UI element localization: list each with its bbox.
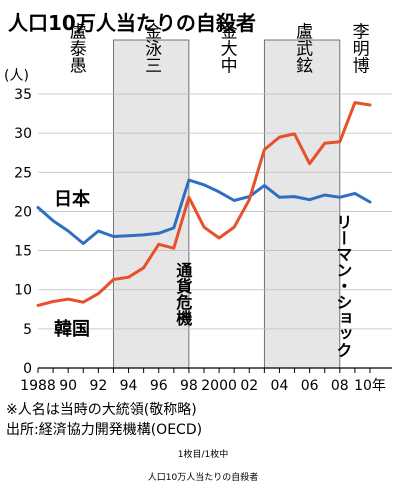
series-label-korea: 韓国 — [54, 318, 90, 340]
series-label-japan: 日本 — [54, 188, 90, 210]
korea-line — [36, 101, 372, 307]
y-tick-label: 20 — [14, 204, 32, 220]
y-tick-label: 30 — [14, 126, 32, 142]
x-tick-label: 94 — [120, 378, 138, 394]
annotation-currency-crisis: 通貨危機 — [173, 262, 192, 327]
x-tick-label: 1988 — [20, 378, 56, 394]
president-band — [263, 39, 341, 369]
x-tick-label: 2000 — [201, 378, 237, 394]
president-name: 李明博 — [349, 22, 370, 73]
x-tick-label: 98 — [180, 378, 198, 394]
x-tick-label: 96 — [150, 378, 168, 394]
x-tick-label: 08 — [331, 378, 349, 394]
note-source: 出所:経済協力開発機構(OECD) — [6, 422, 202, 438]
x-tick-label: 06 — [301, 378, 319, 394]
series-lines — [36, 101, 372, 307]
y-axis-unit: (人) — [4, 68, 29, 84]
y-tick-label: 10 — [14, 283, 32, 299]
x-tick-label: 92 — [89, 378, 107, 394]
president-bands: 盧泰愚 金泳三 金大中 盧武鉉 李明博 — [66, 22, 370, 369]
x-tick-label: 02 — [240, 378, 258, 394]
y-tick-label: 0 — [23, 361, 32, 377]
y-tick-label: 35 — [14, 87, 32, 103]
x-tick-label: 90 — [59, 378, 77, 394]
president-name: 金泳三 — [141, 22, 162, 73]
x-tick-label: 10年 — [354, 378, 386, 394]
note-presidents: ※人名は当時の大統領(敬称略) — [6, 401, 197, 418]
x-tick-label: 04 — [271, 378, 289, 394]
figure-caption: 人口10万人当たりの自殺者 — [148, 471, 258, 483]
page-indicator: 1枚目/1枚中 — [178, 448, 229, 460]
y-tick-label: 15 — [14, 244, 32, 260]
president-band — [113, 39, 190, 369]
annotation-lehman-shock: リーマン・ショック — [333, 214, 352, 358]
president-name: 金大中 — [217, 22, 238, 73]
axes: 0 5 10 15 20 25 30 35 1988 90 92 94 96 98 2000 02 04 06 08… — [14, 87, 392, 394]
y-tick-label: 5 — [23, 322, 32, 338]
president-name: 盧武鉉 — [292, 22, 313, 73]
y-tick-label: 25 — [14, 165, 32, 181]
event-annotations: 通貨危機 リーマン・ショック — [173, 214, 352, 358]
japan-line — [36, 178, 372, 245]
president-name: 盧泰愚 — [66, 22, 87, 73]
chart-title: 人口10万人当たりの自殺者 — [8, 11, 256, 35]
